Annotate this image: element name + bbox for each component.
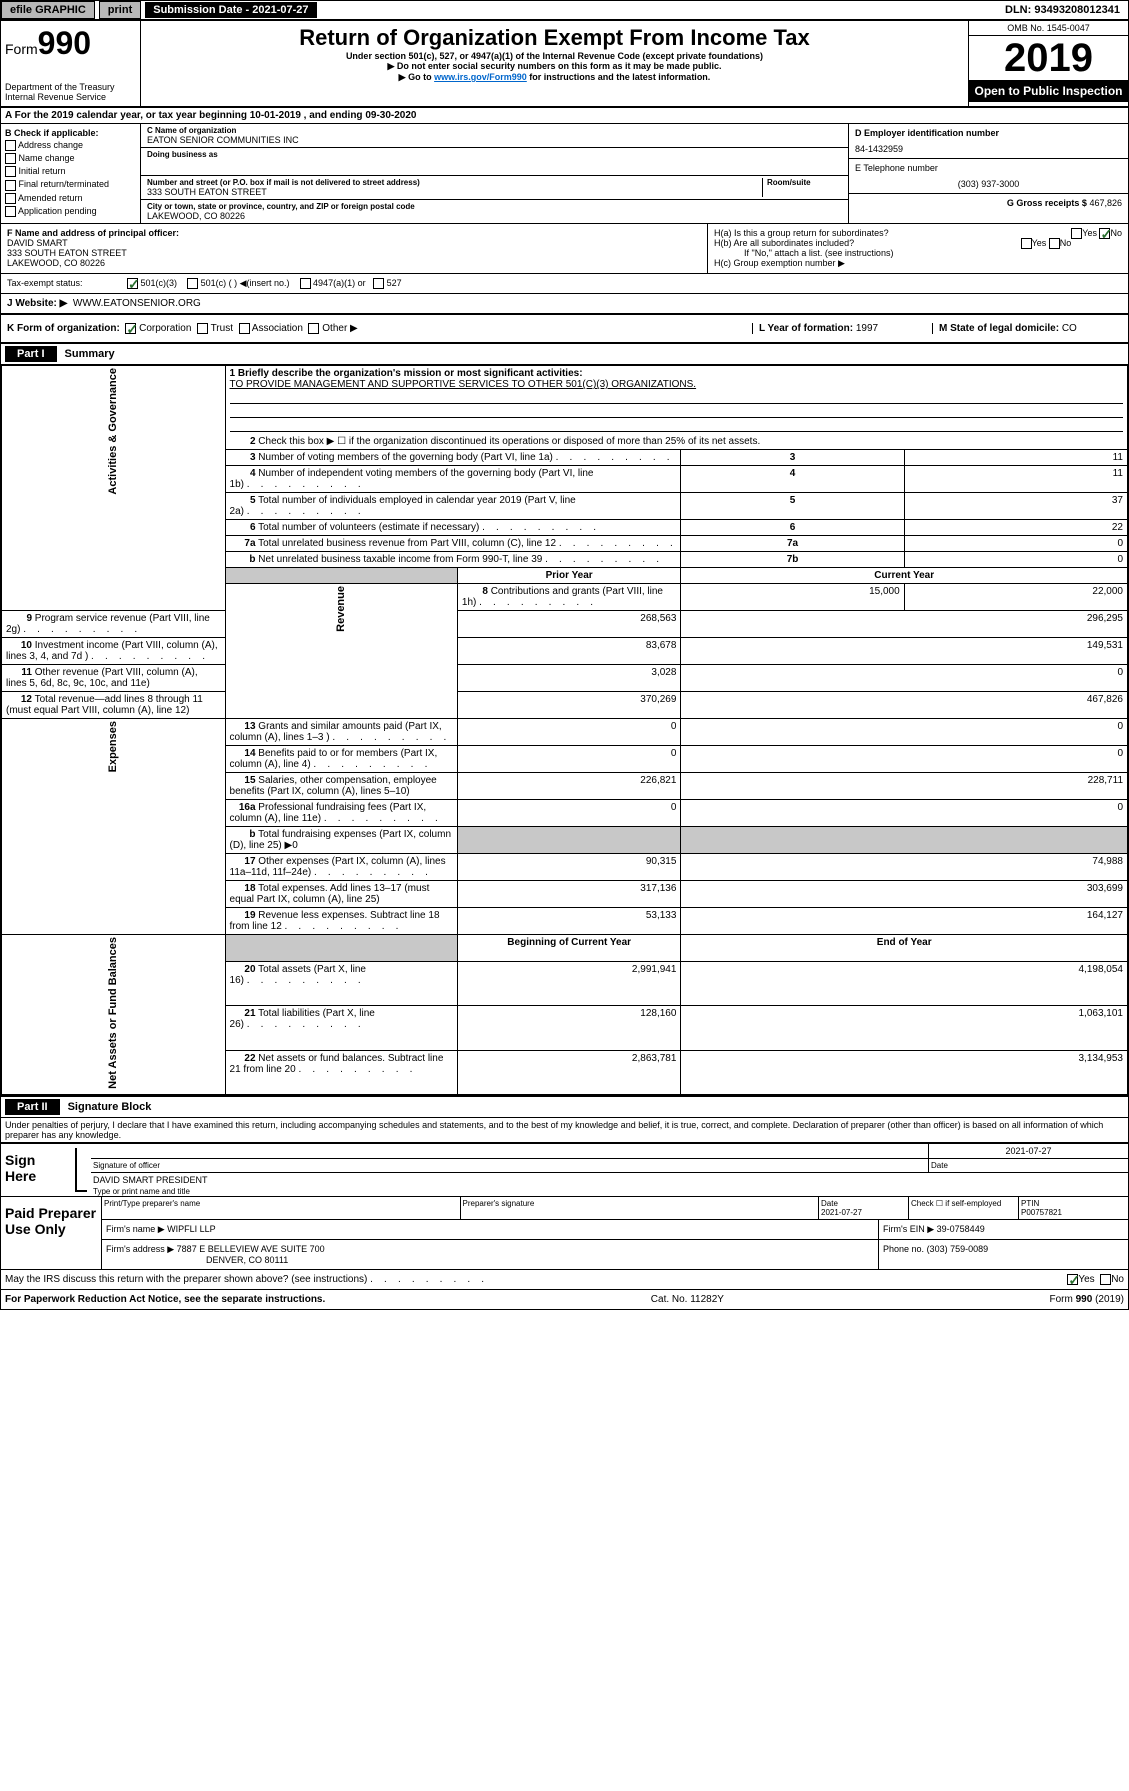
street-address: 333 SOUTH EATON STREET <box>147 187 762 197</box>
col-begin: Beginning of Current Year <box>457 935 681 961</box>
firm-ein: 39-0758449 <box>937 1224 985 1234</box>
efile-btn[interactable]: efile GRAPHIC <box>1 1 95 19</box>
name-title-label: Type or print name and title <box>91 1187 1128 1196</box>
officer-addr1: 333 SOUTH EATON STREET <box>7 248 701 258</box>
omb-number: OMB No. 1545-0047 <box>969 21 1128 36</box>
state-domicile: M State of legal domicile: CO <box>932 323 1122 334</box>
subtitle-3: ▶ Go to www.irs.gov/Form990 for instruct… <box>145 72 964 83</box>
firm-phone: (303) 759-0089 <box>927 1244 989 1254</box>
mission-text: TO PROVIDE MANAGEMENT AND SUPPORTIVE SER… <box>230 379 1123 390</box>
ptin-value: P00757821 <box>1021 1208 1062 1217</box>
sig-officer-label: Signature of officer <box>91 1159 928 1172</box>
paid-preparer-label: Paid Preparer Use Only <box>1 1197 101 1269</box>
cb-amended: Amended return <box>5 193 136 204</box>
city-state-zip: LAKEWOOD, CO 80226 <box>147 211 842 221</box>
tax-year: 2019 <box>969 36 1128 80</box>
cb-name: Name change <box>5 153 136 164</box>
officer-name: DAVID SMART <box>7 238 701 248</box>
room-label: Room/suite <box>762 178 842 197</box>
form-header: Form990 Department of the Treasury Inter… <box>1 21 1128 108</box>
line-2: Check this box ▶ ☐ if the organization d… <box>258 436 760 447</box>
val-3: 11 <box>904 450 1127 466</box>
website-row: J Website: ▶ WWW.EATONSENIOR.ORG <box>1 294 1128 315</box>
mission-label: 1 Briefly describe the organization's mi… <box>230 368 1123 379</box>
date-label: Date <box>928 1159 1128 1172</box>
box-b: B Check if applicable: Address change Na… <box>1 124 141 223</box>
cb-4947[interactable] <box>300 278 311 289</box>
h-b: H(b) Are all subordinates included? Yes … <box>714 238 1122 248</box>
year-formation: L Year of formation: 1997 <box>752 323 932 334</box>
side-revenue: Revenue <box>335 586 347 632</box>
phone-value: (303) 937-3000 <box>855 179 1122 189</box>
sign-here-label: Sign Here <box>1 1144 71 1196</box>
form-number: Form990 <box>5 25 136 62</box>
h-note: If "No," attach a list. (see instruction… <box>714 248 1122 258</box>
phone-label: E Telephone number <box>855 163 1122 173</box>
cb-501c[interactable] <box>187 278 198 289</box>
h-c: H(c) Group exemption number ▶ <box>714 258 1122 269</box>
discuss-no[interactable] <box>1100 1274 1111 1285</box>
open-public: Open to Public Inspection <box>969 80 1128 102</box>
discuss-row: May the IRS discuss this return with the… <box>1 1269 1128 1289</box>
officer-printed: DAVID SMART PRESIDENT <box>91 1172 1128 1187</box>
part1-header: Part ISummary <box>1 344 1128 365</box>
cb-address: Address change <box>5 140 136 151</box>
firm-name: WIPFLI LLP <box>167 1224 216 1234</box>
side-balances: Net Assets or Fund Balances <box>107 937 119 1089</box>
cb-501c3[interactable] <box>127 278 138 289</box>
submission-date: Submission Date - 2021-07-27 <box>145 2 316 18</box>
officer-label: F Name and address of principal officer: <box>7 228 701 238</box>
irs-label: Internal Revenue Service <box>5 92 136 102</box>
period-row: A For the 2019 calendar year, or tax yea… <box>1 108 1128 124</box>
cb-initial: Initial return <box>5 166 136 177</box>
firm-addr: 7887 E BELLEVIEW AVE SUITE 700 <box>177 1244 325 1254</box>
val-7a: 0 <box>904 536 1127 552</box>
irs-link[interactable]: www.irs.gov/Form990 <box>434 72 527 82</box>
gross-label: G Gross receipts $ <box>1007 198 1087 208</box>
perjury-text: Under penalties of perjury, I declare th… <box>1 1118 1128 1142</box>
city-label: City or town, state or province, country… <box>147 202 842 211</box>
dba-label: Doing business as <box>147 150 842 159</box>
sign-date: 2021-07-27 <box>928 1144 1128 1159</box>
gross-value: 467,826 <box>1089 198 1122 208</box>
h-a: H(a) Is this a group return for subordin… <box>714 228 1122 238</box>
subtitle-2: ▶ Do not enter social security numbers o… <box>145 61 964 72</box>
side-governance: Activities & Governance <box>107 368 119 495</box>
val-6: 22 <box>904 520 1127 536</box>
part2-header: Part IISignature Block <box>1 1095 1128 1118</box>
col-end: End of Year <box>681 935 1128 961</box>
dln: DLN: 93493208012341 <box>997 2 1128 18</box>
officer-addr2: LAKEWOOD, CO 80226 <box>7 258 701 268</box>
val-4: 11 <box>904 466 1127 493</box>
addr-label: Number and street (or P.O. box if mail i… <box>147 178 762 187</box>
val-5: 37 <box>904 493 1127 520</box>
summary-table: Activities & Governance 1 Briefly descri… <box>1 365 1128 1095</box>
org-name-label: C Name of organization <box>147 126 842 135</box>
org-name: EATON SENIOR COMMUNITIES INC <box>147 135 842 145</box>
cb-final: Final return/terminated <box>5 179 136 190</box>
ein-value: 84-1432959 <box>855 144 1122 154</box>
top-bar: efile GRAPHIC print Submission Date - 20… <box>0 0 1129 20</box>
dept-label: Department of the Treasury <box>5 82 136 92</box>
subtitle-1: Under section 501(c), 527, or 4947(a)(1)… <box>145 51 964 61</box>
form-org: K Form of organization: Corporation Trus… <box>7 323 752 334</box>
col-current: Current Year <box>681 568 1128 584</box>
val-7b: 0 <box>904 552 1127 568</box>
cb-pending: Application pending <box>5 206 136 217</box>
side-expenses: Expenses <box>107 721 119 772</box>
ein-label: D Employer identification number <box>855 128 1122 138</box>
footer: For Paperwork Reduction Act Notice, see … <box>1 1289 1128 1309</box>
discuss-yes[interactable] <box>1067 1274 1078 1285</box>
cb-527[interactable] <box>373 278 384 289</box>
col-prior: Prior Year <box>457 568 681 584</box>
print-btn[interactable]: print <box>99 1 141 19</box>
tax-exempt-label: Tax-exempt status: <box>7 278 127 289</box>
form-title: Return of Organization Exempt From Incom… <box>145 25 964 51</box>
